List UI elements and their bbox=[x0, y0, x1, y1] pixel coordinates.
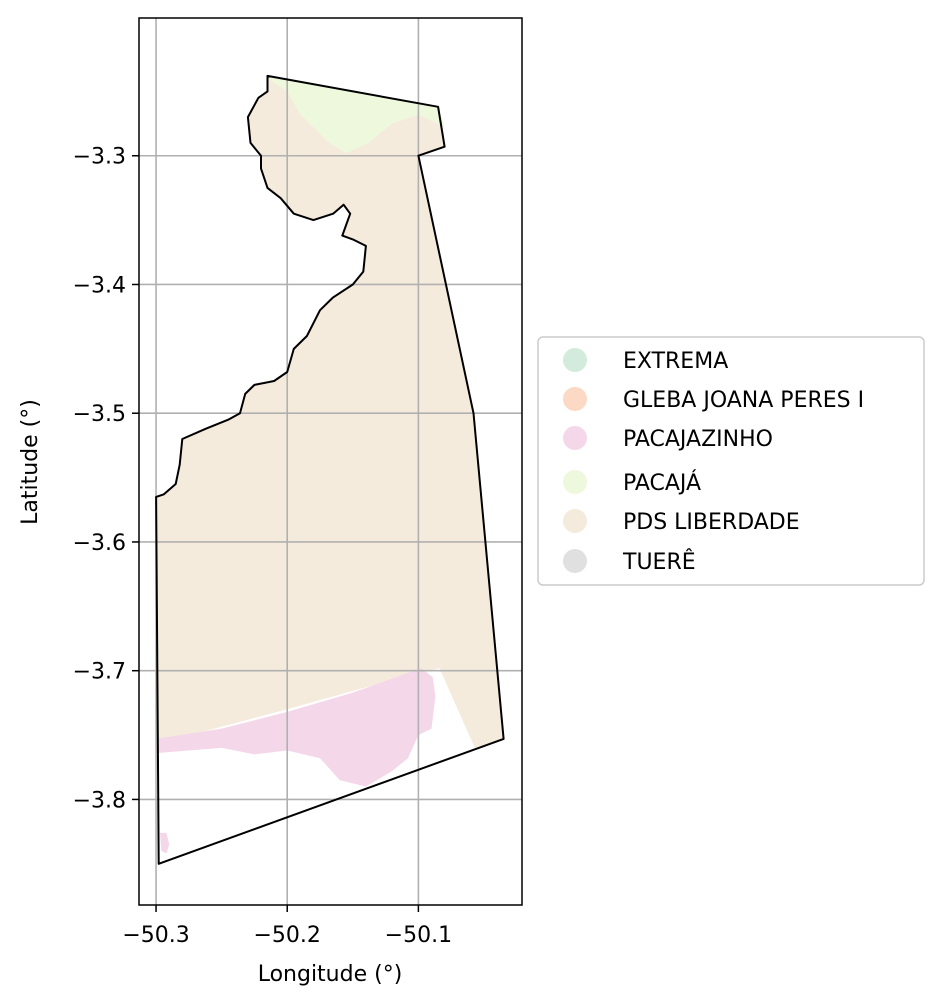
y-axis-ticks: −3.3 −3.4 −3.5 −3.6 −3.7 −3.8 bbox=[73, 145, 139, 813]
x-axis-label: Longitude (°) bbox=[258, 962, 403, 987]
legend-item-tuer-: TUERÊ bbox=[563, 549, 696, 575]
region-pacajazinho-3 bbox=[160, 832, 170, 854]
y-tick-label-0: −3.3 bbox=[73, 145, 126, 170]
x-tick-label-0: −50.3 bbox=[122, 923, 189, 948]
legend-label: PACAJAZINHO bbox=[623, 427, 773, 452]
legend-label: GLEBA JOANA PERES I bbox=[623, 388, 864, 413]
legend-label: PDS LIBERDADE bbox=[623, 510, 800, 535]
region-pds-liberdade-0 bbox=[156, 75, 504, 748]
legend-item-gleba-joana-peres-i: GLEBA JOANA PERES I bbox=[563, 387, 864, 413]
region-pacaj--1 bbox=[267, 75, 445, 154]
legend-swatch bbox=[563, 426, 587, 450]
legend-label: PACAJÁ bbox=[623, 470, 701, 496]
region-pacajazinho-2 bbox=[156, 668, 436, 787]
x-tick-label-1: −50.2 bbox=[254, 923, 321, 948]
legend-label: TUERÊ bbox=[622, 549, 696, 575]
x-tick-label-2: −50.1 bbox=[385, 923, 452, 948]
y-tick-label-4: −3.7 bbox=[73, 660, 126, 685]
legend-label: EXTREMA bbox=[623, 349, 728, 374]
legend-frame bbox=[537, 336, 925, 586]
gridlines bbox=[139, 18, 522, 905]
legend-swatch bbox=[563, 470, 587, 494]
y-tick-label-2: −3.5 bbox=[73, 402, 126, 427]
legend-swatch bbox=[563, 509, 587, 533]
y-axis-label: Latitude (°) bbox=[18, 399, 43, 525]
y-tick-label-3: −3.6 bbox=[73, 531, 126, 556]
axes-frame bbox=[138, 17, 523, 906]
legend-item-pds-liberdade: PDS LIBERDADE bbox=[563, 509, 800, 535]
legend-item-pacaj-: PACAJÁ bbox=[563, 470, 701, 496]
legend-swatch bbox=[563, 348, 587, 372]
legend-item-extrema: EXTREMA bbox=[563, 348, 728, 374]
legend-swatch bbox=[563, 387, 587, 411]
legend-swatch bbox=[563, 549, 587, 573]
x-axis-ticks: −50.3 −50.2 −50.1 bbox=[122, 905, 452, 948]
legend: EXTREMA GLEBA JOANA PERES I PACAJAZINHO PAC… bbox=[537, 336, 925, 586]
y-tick-label-5: −3.8 bbox=[73, 788, 126, 813]
legend-item-pacajazinho: PACAJAZINHO bbox=[563, 426, 773, 452]
y-tick-label-1: −3.4 bbox=[73, 273, 126, 298]
study-area-outline bbox=[155, 74, 505, 865]
map-regions bbox=[156, 75, 504, 854]
